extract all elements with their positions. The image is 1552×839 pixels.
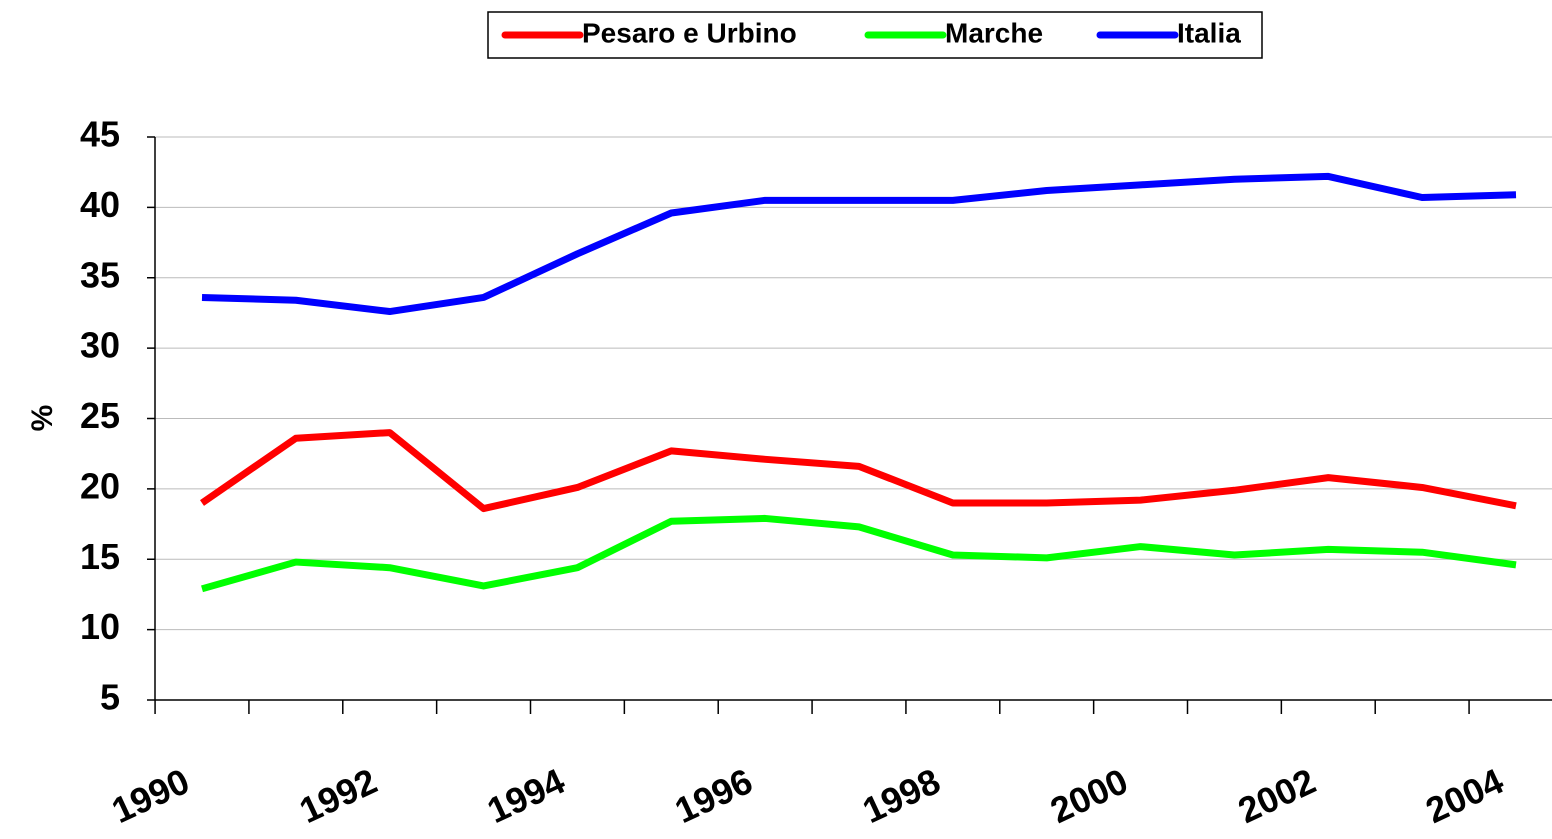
x-tick-label: 1992 — [293, 760, 383, 831]
x-tick-label: 1990 — [105, 760, 195, 831]
y-tick-label: 45 — [80, 114, 120, 155]
legend-label: Pesaro e Urbino — [582, 17, 797, 48]
y-tick-label: 40 — [80, 184, 120, 225]
x-tick-label: 1994 — [481, 760, 571, 831]
line-series — [200, 429, 1517, 513]
legend-label: Italia — [1177, 17, 1241, 48]
legend-label: Marche — [945, 17, 1043, 48]
y-tick-label: 15 — [80, 536, 120, 577]
y-tick-label: 35 — [80, 254, 120, 295]
x-tick-label: 2000 — [1044, 760, 1134, 831]
x-tick-label: 1998 — [856, 760, 946, 831]
y-tick-label: 25 — [80, 395, 120, 436]
line-series — [201, 514, 1517, 593]
y-axis-label: % — [26, 405, 59, 432]
x-tick-label: 2002 — [1232, 760, 1322, 831]
y-tick-label: 20 — [80, 465, 120, 506]
x-tick-label: 1996 — [669, 760, 759, 831]
line-series — [201, 172, 1517, 316]
x-tick-label: 2004 — [1419, 760, 1509, 831]
y-tick-label: 5 — [100, 677, 120, 718]
y-tick-label: 10 — [80, 606, 120, 647]
y-tick-label: 30 — [80, 325, 120, 366]
